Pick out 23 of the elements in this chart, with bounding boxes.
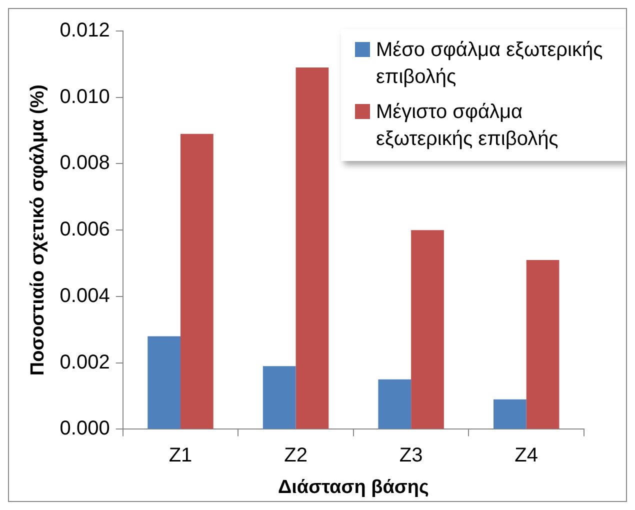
y-tick-label: 0.012 xyxy=(60,20,110,42)
bar xyxy=(494,399,526,429)
y-tick-label: 0.008 xyxy=(60,152,110,174)
y-tick-label: 0.000 xyxy=(60,418,110,440)
bar xyxy=(526,260,560,429)
legend-label: Μέγιστο σφάλμα εξωτερικής επιβολής xyxy=(376,100,560,152)
bar xyxy=(262,366,296,429)
x-tick-label: Z4 xyxy=(514,444,538,467)
bar xyxy=(378,379,412,429)
y-tick-label: 0.004 xyxy=(60,284,110,307)
x-axis-title: Διάσταση βάσης xyxy=(278,476,429,498)
x-tick-label: Z1 xyxy=(168,444,192,467)
bar xyxy=(411,230,444,429)
x-tick-label: Z3 xyxy=(399,444,423,467)
x-tick-label: Z2 xyxy=(284,444,308,467)
bar xyxy=(148,336,180,429)
y-axis-title: Ποσοστιαίο σχετικό σφάλμα (%) xyxy=(28,84,49,376)
bar xyxy=(180,134,214,429)
bar xyxy=(296,68,329,429)
legend-label: Μέσο σφάλμα εξωτερικής επιβολής xyxy=(376,38,604,90)
y-tick-label: 0.010 xyxy=(60,86,110,108)
y-tick-label: 0.002 xyxy=(60,351,110,374)
y-tick-label: 0.006 xyxy=(60,218,110,241)
